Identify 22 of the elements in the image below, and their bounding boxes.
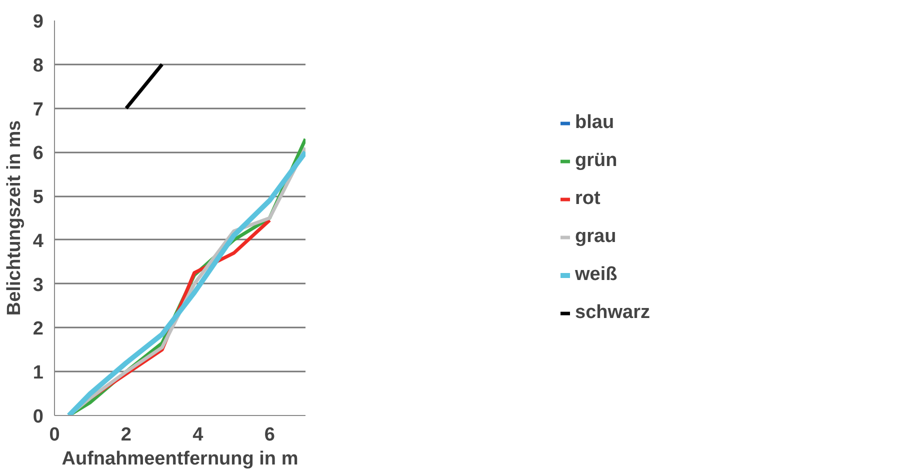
- y-tick-label: 7: [32, 99, 44, 120]
- y-tick-label: 1: [32, 362, 44, 384]
- legend-label: grün: [575, 150, 618, 172]
- y-tick-label: 8: [32, 55, 44, 76]
- y-tick-label: 6: [32, 143, 44, 164]
- y-axis-title: Belichtungszeit in ms: [4, 120, 25, 316]
- y-tick-label: 2: [32, 318, 44, 340]
- legend-label: schwarz: [575, 302, 650, 324]
- legend-label: rot: [575, 188, 600, 210]
- x-tick-label: 6: [264, 424, 275, 446]
- x-tick-label: 4: [192, 424, 204, 446]
- y-tick-label: 5: [32, 187, 44, 208]
- x-axis-title: Aufnahmeentfernung in m: [62, 448, 298, 470]
- x-tick-label: 2: [120, 424, 132, 446]
- legend-label: blau: [575, 112, 614, 134]
- legend-label: weiß: [575, 264, 618, 286]
- y-tick-label: 9: [32, 12, 44, 32]
- legend-label: grau: [575, 226, 616, 248]
- x-tick-label: 0: [49, 424, 60, 446]
- y-tick-label: 4: [32, 230, 44, 252]
- y-tick-label: 3: [32, 274, 44, 296]
- y-tick-label: 0: [32, 406, 44, 428]
